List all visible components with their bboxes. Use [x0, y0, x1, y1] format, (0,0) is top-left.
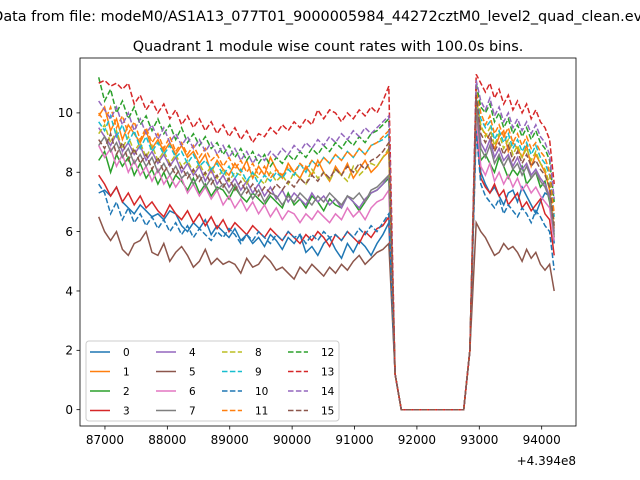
y-tick-label: 2 [65, 344, 73, 358]
legend-label-3: 3 [123, 406, 130, 418]
series-line-8 [98, 97, 555, 411]
x-tick-label: 89000 [211, 433, 249, 447]
x-tick-label: 87000 [86, 433, 124, 447]
y-tick-label: 10 [58, 106, 73, 120]
series-line-10 [98, 130, 555, 411]
legend-label-11: 11 [255, 406, 268, 418]
series-line-0 [98, 106, 555, 411]
x-tick-label: 88000 [148, 433, 186, 447]
x-tick-label: 92000 [398, 433, 436, 447]
legend-label-8: 8 [255, 347, 262, 359]
legend-frame [85, 340, 340, 422]
x-tick-label: 93000 [460, 433, 498, 447]
series-line-5 [98, 216, 555, 411]
x-tick-label: 94000 [523, 433, 561, 447]
y-tick-label: 8 [65, 166, 73, 180]
legend-label-4: 4 [189, 347, 196, 359]
legend-label-5: 5 [189, 367, 196, 379]
y-tick-label: 0 [65, 403, 73, 417]
series-line-13 [98, 73, 555, 411]
legend-label-15: 15 [321, 406, 334, 418]
x-tick-label: 91000 [335, 433, 373, 447]
legend-label-2: 2 [123, 386, 130, 398]
legend-label-10: 10 [255, 386, 268, 398]
x-axis: 87000 88000 89000 90000 91000 92000 93000 94000 [86, 426, 561, 447]
legend-label-6: 6 [189, 386, 196, 398]
x-tick-label: 90000 [273, 433, 311, 447]
legend-label-13: 13 [321, 367, 334, 379]
legend-label-9: 9 [255, 367, 262, 379]
series-line-6 [98, 118, 555, 411]
x-offset-label: +4.394e8 [517, 454, 576, 468]
legend-label-0: 0 [123, 347, 130, 359]
legend-label-12: 12 [321, 347, 334, 359]
series-line-14 [98, 80, 555, 411]
chart-title: Quadrant 1 module wise count rates with … [133, 39, 524, 55]
legend-label-14: 14 [321, 386, 335, 398]
series-line-12 [97, 77, 555, 411]
legend-label-1: 1 [123, 367, 130, 379]
plot-lines [97, 73, 555, 411]
series-line-3 [98, 124, 555, 411]
plot-frame [79, 57, 577, 427]
y-tick-label: 6 [65, 225, 73, 239]
y-axis: 0 2 4 6 8 10 [58, 106, 80, 417]
y-tick-label: 4 [65, 284, 73, 298]
figure-suptitle: Data from file: modeM0/AS1A13_077T01_900… [0, 9, 640, 25]
series-line-15 [98, 95, 555, 411]
series-line-7 [98, 109, 555, 411]
legend-label-7: 7 [189, 406, 196, 418]
series-line-9 [98, 91, 555, 411]
